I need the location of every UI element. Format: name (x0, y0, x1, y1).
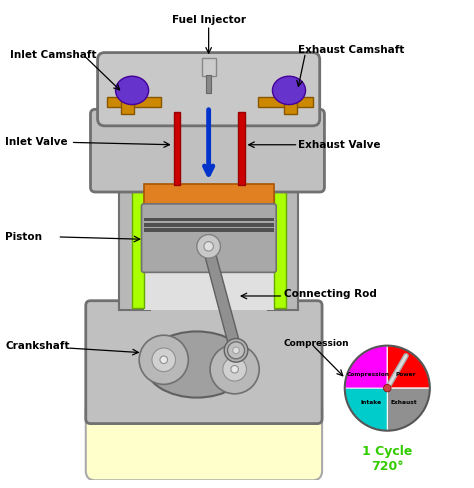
Bar (274, 185, 286, 308)
Ellipse shape (273, 76, 306, 104)
Bar (132, 185, 144, 308)
Text: Intake: Intake (360, 400, 381, 405)
Bar (284, 95, 298, 114)
Ellipse shape (145, 331, 249, 398)
Text: Inlet Valve: Inlet Valve (5, 138, 68, 147)
Wedge shape (387, 346, 430, 388)
Circle shape (152, 348, 175, 371)
Bar (121, 95, 135, 114)
Circle shape (228, 342, 245, 359)
Text: Inlet Camshaft: Inlet Camshaft (10, 50, 97, 60)
Text: Compression: Compression (283, 339, 349, 348)
FancyBboxPatch shape (86, 301, 322, 424)
Text: Exhaust: Exhaust (391, 400, 417, 405)
Text: Exhaust Valve: Exhaust Valve (299, 140, 381, 150)
Bar (268, 183, 299, 310)
Circle shape (204, 242, 213, 251)
Bar (173, 112, 180, 185)
Text: Power: Power (396, 372, 417, 377)
Bar (238, 112, 245, 185)
Circle shape (231, 366, 238, 373)
Bar (206, 75, 211, 93)
Bar (144, 183, 274, 310)
Text: Fuel Injector: Fuel Injector (172, 15, 246, 24)
Bar (144, 223, 274, 226)
FancyBboxPatch shape (142, 204, 276, 272)
Wedge shape (345, 388, 387, 431)
FancyBboxPatch shape (98, 53, 319, 126)
Wedge shape (387, 388, 430, 431)
Bar (107, 97, 161, 107)
Circle shape (139, 335, 188, 385)
Polygon shape (203, 249, 242, 350)
FancyBboxPatch shape (86, 400, 322, 480)
Text: Exhaust Camshaft: Exhaust Camshaft (299, 45, 405, 55)
Bar (144, 218, 274, 222)
FancyBboxPatch shape (91, 109, 324, 192)
Text: 1 Cycle
720°: 1 Cycle 720° (362, 445, 412, 473)
Circle shape (383, 385, 391, 392)
Wedge shape (345, 346, 387, 431)
Bar (201, 58, 216, 76)
Bar (144, 228, 274, 232)
Text: Compression: Compression (347, 372, 390, 377)
Circle shape (233, 347, 239, 354)
Text: Crankshaft: Crankshaft (5, 341, 70, 350)
Text: Piston: Piston (5, 232, 42, 242)
Text: Connecting Rod: Connecting Rod (284, 288, 377, 299)
Circle shape (224, 339, 248, 362)
Circle shape (210, 345, 259, 394)
Circle shape (231, 346, 241, 355)
Circle shape (197, 235, 220, 258)
Bar (119, 183, 150, 310)
Circle shape (223, 357, 246, 381)
Ellipse shape (116, 76, 149, 104)
Circle shape (160, 356, 167, 364)
Bar (144, 184, 274, 208)
Bar (258, 97, 313, 107)
